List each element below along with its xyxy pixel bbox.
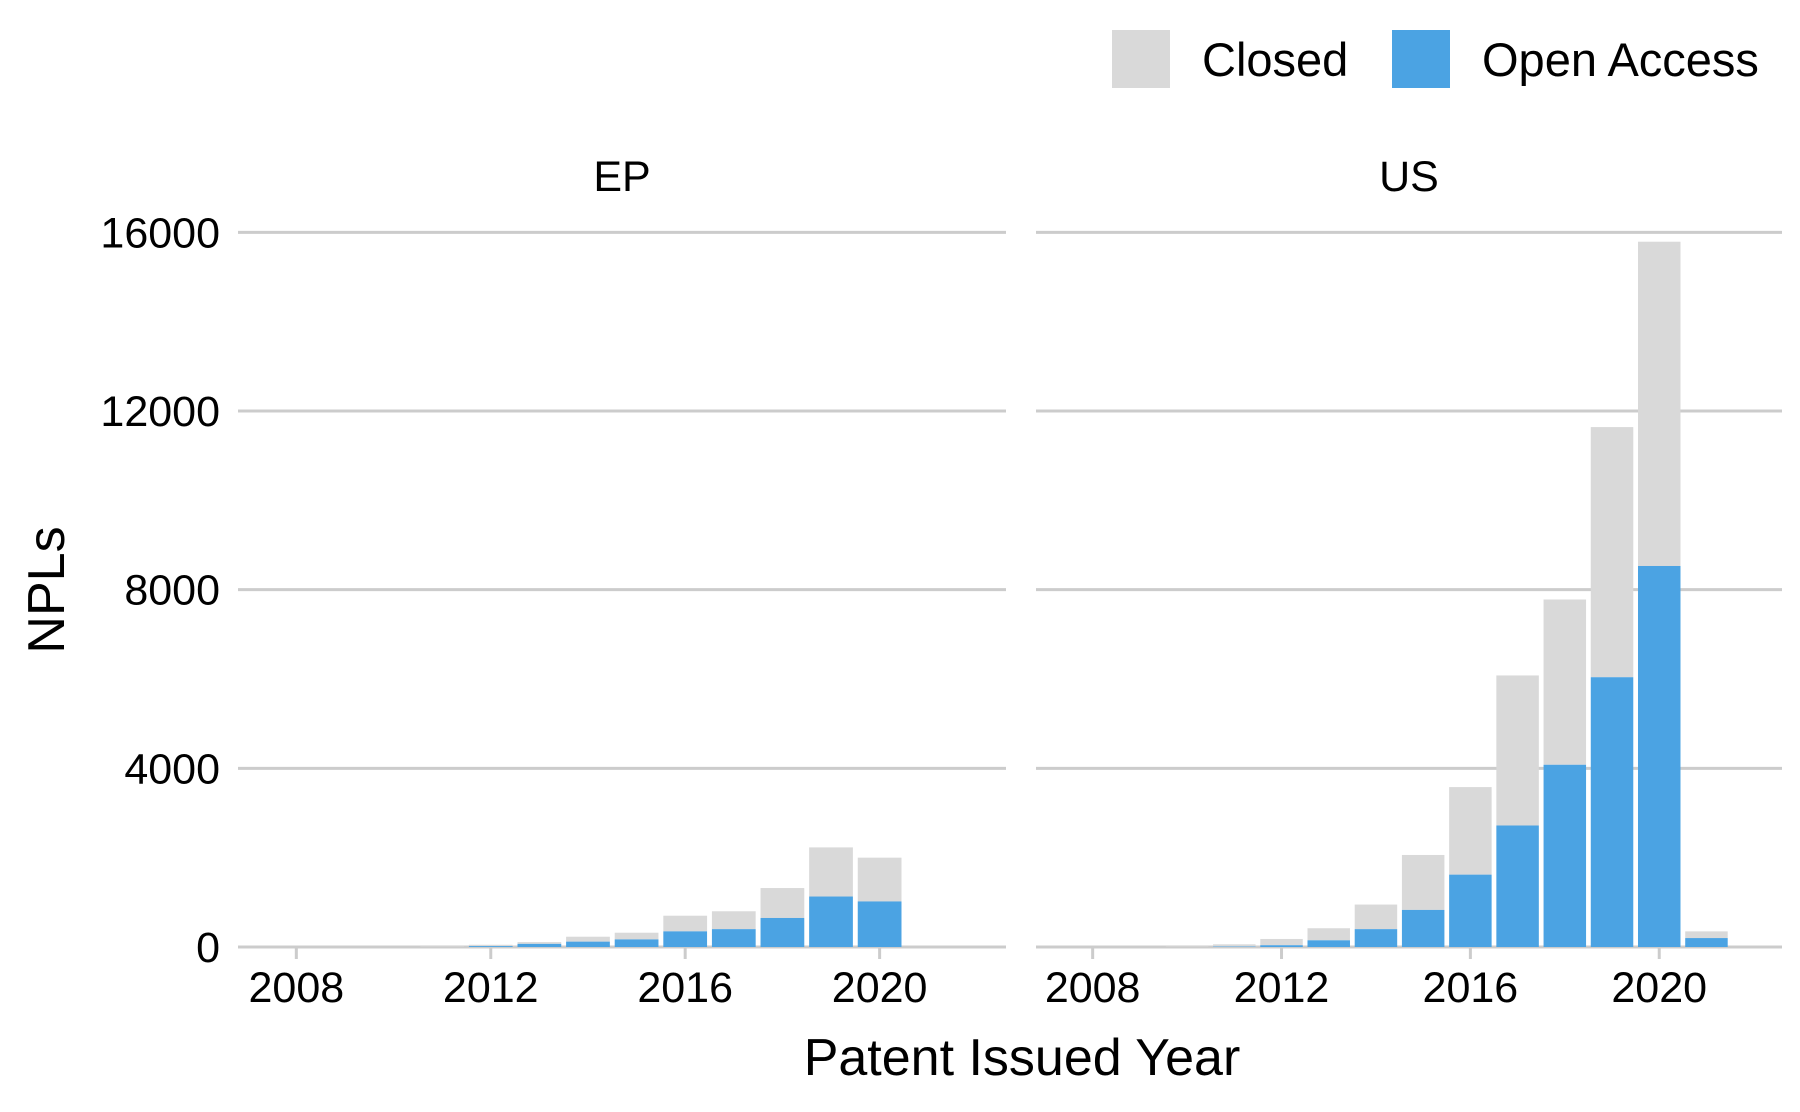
bar-open-2019 bbox=[809, 897, 853, 947]
bar-open-2018 bbox=[761, 918, 805, 947]
legend-swatch-closed bbox=[1112, 30, 1170, 88]
bar-closed-2020 bbox=[1638, 242, 1680, 566]
bar-open-2016 bbox=[663, 931, 707, 947]
legend-label: Closed bbox=[1202, 33, 1348, 86]
bar-closed-2012 bbox=[1260, 939, 1302, 945]
x-tick-label: 2020 bbox=[832, 964, 928, 1012]
bar-closed-2016 bbox=[663, 916, 707, 932]
bar-closed-2019 bbox=[809, 847, 853, 896]
bar-open-2018 bbox=[1544, 765, 1586, 947]
panel-us: US 2008 2012 2016 2020 bbox=[1036, 153, 1782, 1012]
bar-open-2019 bbox=[1591, 677, 1633, 947]
bar-open-2013 bbox=[517, 944, 561, 947]
x-tick-label: 2008 bbox=[248, 964, 344, 1012]
x-tick-label: 2016 bbox=[1423, 964, 1519, 1012]
x-axis-title: Patent Issued Year bbox=[804, 1029, 1241, 1087]
x-tick-label: 2016 bbox=[637, 964, 733, 1012]
bar-closed-2017 bbox=[1496, 675, 1538, 825]
bar-closed-2020 bbox=[858, 858, 902, 902]
x-tick-label: 2008 bbox=[1045, 964, 1141, 1012]
bar-closed-2015 bbox=[615, 933, 659, 940]
x-tick-label: 2012 bbox=[443, 964, 539, 1012]
x-tick-label: 2020 bbox=[1611, 964, 1707, 1012]
bar-open-2015 bbox=[1402, 910, 1444, 947]
bar-closed-2014 bbox=[566, 937, 610, 942]
bar-open-2017 bbox=[1496, 826, 1538, 947]
bar-closed-2012 bbox=[469, 945, 513, 946]
bar-closed-2013 bbox=[517, 942, 561, 944]
y-axis-title: NPLs bbox=[18, 526, 76, 653]
panel-strip-label: EP bbox=[593, 153, 650, 201]
bar-closed-2019 bbox=[1591, 427, 1633, 677]
y-tick-label: 12000 bbox=[100, 388, 220, 436]
panels: EP 2008 2012 2016 2020 US 2008 2012 2016 2020 bbox=[238, 153, 1782, 1012]
legend-label: Open Access bbox=[1482, 33, 1759, 86]
panel-ep: EP 2008 2012 2016 2020 bbox=[238, 153, 1006, 1012]
bar-open-2020 bbox=[858, 901, 902, 947]
y-tick-label: 0 bbox=[196, 924, 220, 972]
bar-closed-2013 bbox=[1307, 928, 1349, 940]
bar-closed-2014 bbox=[1355, 905, 1397, 930]
y-tick-label: 8000 bbox=[124, 567, 220, 615]
x-tick-label: 2012 bbox=[1234, 964, 1330, 1012]
bar-open-2017 bbox=[712, 929, 756, 947]
bar-closed-2017 bbox=[712, 911, 756, 929]
legend-swatch-open-access bbox=[1392, 30, 1450, 88]
bar-open-2021 bbox=[1685, 938, 1727, 947]
bar-open-2015 bbox=[615, 939, 659, 947]
bar-closed-2018 bbox=[1544, 599, 1586, 764]
bar-closed-2018 bbox=[761, 888, 805, 918]
panel-strip-label: US bbox=[1379, 153, 1439, 201]
bar-closed-2016 bbox=[1449, 787, 1491, 875]
bar-open-2016 bbox=[1449, 875, 1491, 947]
y-tick-label: 4000 bbox=[124, 745, 220, 793]
y-tick-label: 16000 bbox=[100, 209, 220, 257]
bar-open-2013 bbox=[1307, 940, 1349, 947]
legend: Closed Open Access bbox=[1112, 30, 1759, 88]
y-axis: 0 4000 8000 12000 16000 bbox=[100, 209, 220, 972]
bar-closed-2015 bbox=[1402, 855, 1444, 910]
bar-closed-2021 bbox=[1685, 931, 1727, 938]
bar-open-2014 bbox=[1355, 929, 1397, 947]
bar-open-2012 bbox=[469, 946, 513, 947]
bar-closed-2011 bbox=[1213, 944, 1255, 946]
bar-open-2012 bbox=[1260, 945, 1302, 947]
bar-open-2014 bbox=[566, 942, 610, 947]
bar-open-2020 bbox=[1638, 566, 1680, 947]
